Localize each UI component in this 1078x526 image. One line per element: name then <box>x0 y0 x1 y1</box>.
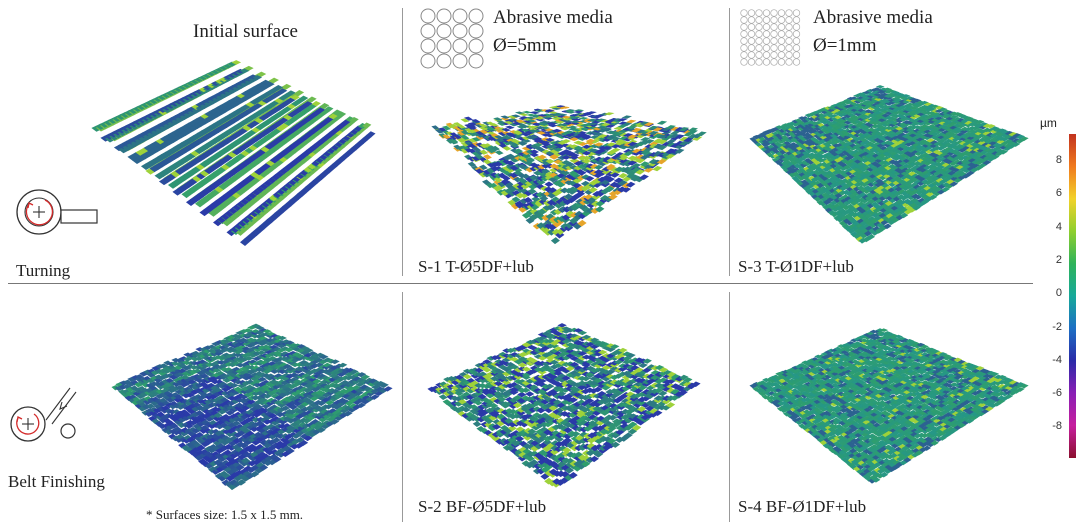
sample-s2-label: S-2 BF-Ø5DF+lub <box>418 497 547 516</box>
abrasive-media-1mm-diameter: Ø=1mm <box>813 35 877 56</box>
belt-finishing-label: Belt Finishing <box>8 472 105 491</box>
sample-s4-label: S-4 BF-Ø1DF+lub <box>738 497 867 516</box>
colorbar-tick-label: 0 <box>1055 287 1062 300</box>
separator-col-2-top <box>729 8 730 276</box>
surface-size-footnote: * Surfaces size: 1.5 x 1.5 mm. <box>146 507 304 522</box>
initial-belt-surface <box>111 323 393 491</box>
colorbar-tick-label: -4 <box>1052 353 1062 366</box>
colorbar-unit: µm <box>1040 116 1057 130</box>
initial-turned-surface <box>91 60 376 246</box>
colorbar-tick-label: 8 <box>1055 154 1062 166</box>
separator-col-1-bottom <box>402 292 403 522</box>
sample-s3-surface <box>749 85 1029 244</box>
sample-s1-label: S-1 T-Ø5DF+lub <box>418 257 534 276</box>
turning-process-icon <box>16 189 98 235</box>
abrasive-media-1mm-label: Abrasive media <box>813 7 933 28</box>
colorbar-tick-label: -8 <box>1052 420 1062 433</box>
colorbar-tick-label: 6 <box>1055 187 1062 200</box>
turning-label: Turning <box>16 261 71 280</box>
colorbar-tick-label: 4 <box>1055 220 1062 233</box>
colorbar-tick-label: -2 <box>1052 320 1062 333</box>
separator-col-2-bottom <box>729 292 730 522</box>
separator-row <box>8 283 1033 284</box>
separator-col-1-top <box>402 8 403 276</box>
abrasive-media-5mm-icon <box>420 8 484 69</box>
sample-s3-label: S-3 T-Ø1DF+lub <box>738 257 854 276</box>
sample-s2-surface <box>427 323 701 488</box>
colorbar-tick-label: 2 <box>1055 253 1062 266</box>
sample-s1-surface <box>431 105 707 245</box>
abrasive-media-1mm-icon <box>740 9 801 66</box>
sample-s4-surface <box>749 328 1029 484</box>
abrasive-media-5mm-diameter: Ø=5mm <box>493 35 557 56</box>
initial-surface-title: Initial surface <box>193 21 298 42</box>
belt-finishing-process-icon <box>10 387 77 442</box>
colorbar-tick-label: -6 <box>1052 387 1062 400</box>
height-colorbar <box>1069 134 1076 458</box>
abrasive-media-5mm-label: Abrasive media <box>493 7 613 28</box>
